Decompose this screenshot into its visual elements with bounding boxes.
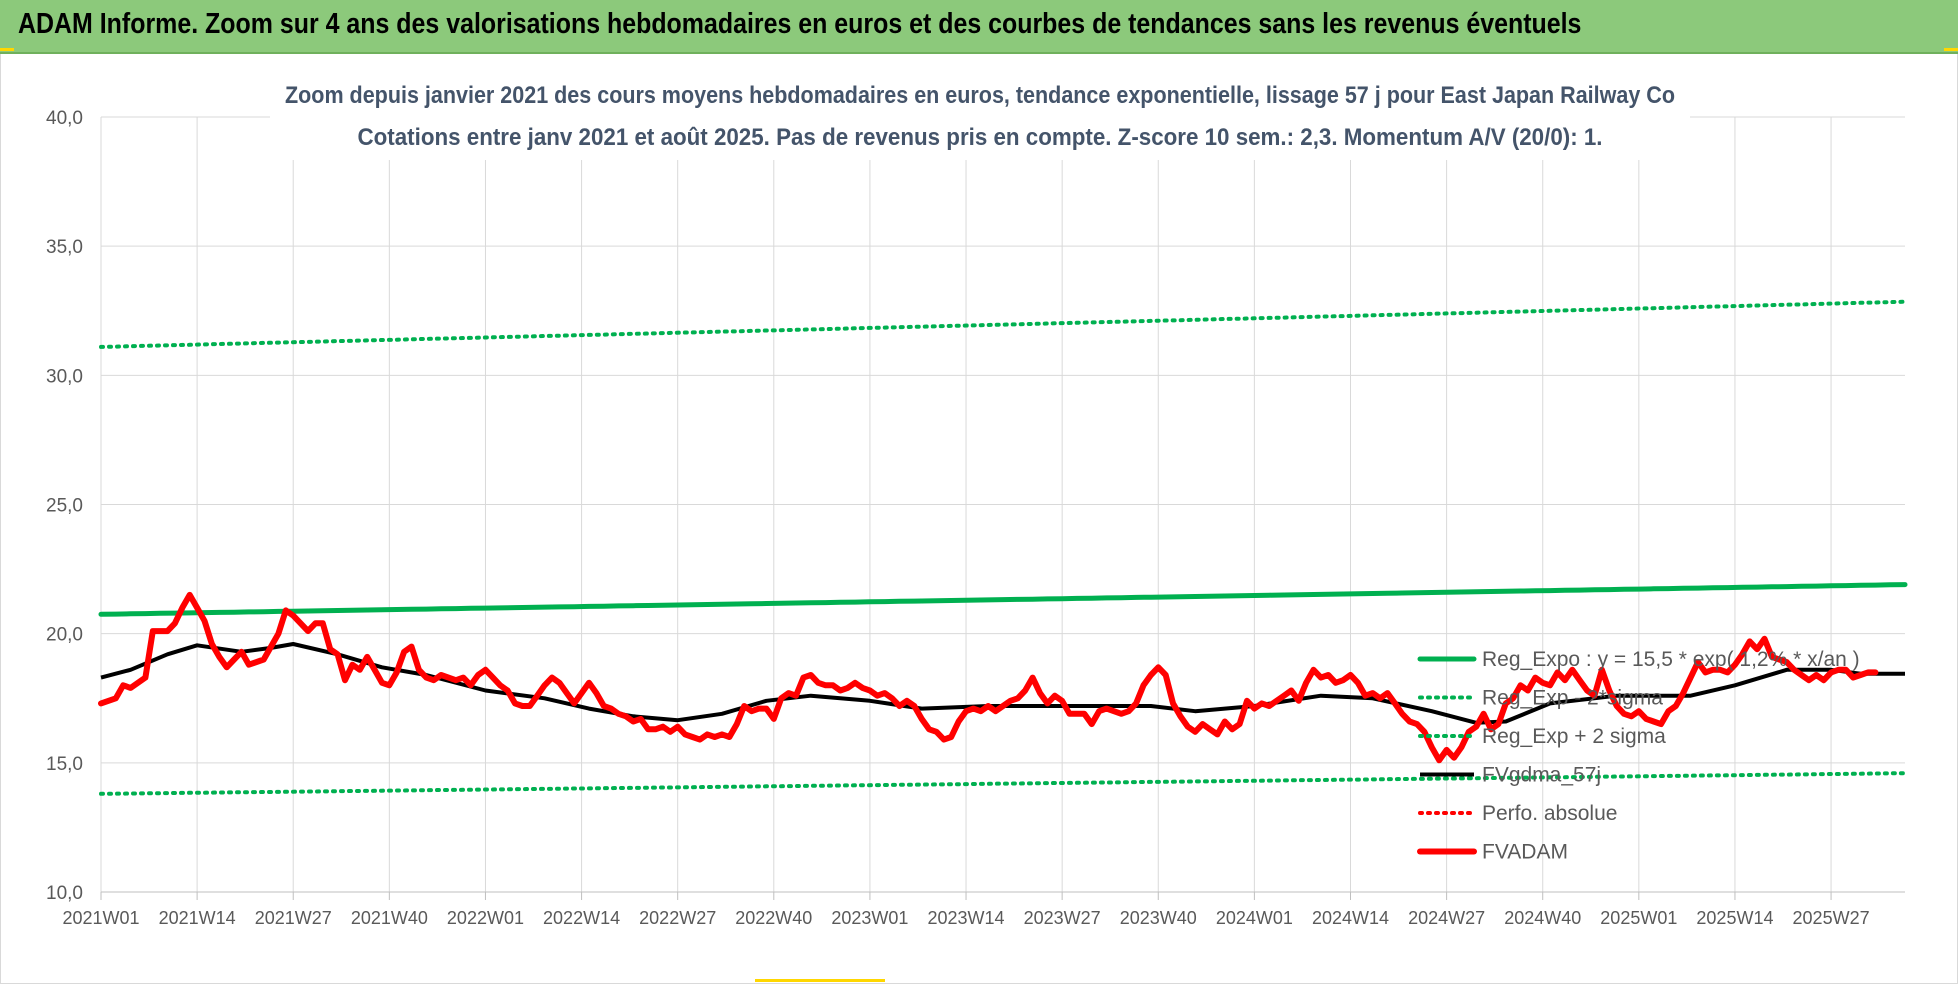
x-tick-label: 2024W40 — [1504, 908, 1581, 928]
title-layer: Zoom depuis janvier 2021 des cours moyen… — [270, 74, 1690, 160]
x-tick-label: 2025W27 — [1793, 908, 1870, 928]
x-tick-label: 2025W14 — [1696, 908, 1773, 928]
x-tick-label: 2024W01 — [1216, 908, 1293, 928]
header-bar: ADAM Informe. Zoom sur 4 ans des valoris… — [0, 0, 1958, 54]
x-tick-label: 2022W01 — [447, 908, 524, 928]
legend-label: Perfo. absolue — [1482, 802, 1617, 825]
x-tick-label: 2021W14 — [159, 908, 236, 928]
legend-label: Reg_Exp + 2 sigma — [1482, 725, 1666, 748]
y-tick-label: 40,0 — [46, 108, 83, 129]
chart: 10,0 15,0 20,0 25,0 30,0 35,0 40,0 2021W01 2021W… — [46, 74, 1908, 928]
legend: Reg_Expo : y = 15,5 * exp( 1,2% * x/an )… — [1417, 648, 1860, 864]
series-line-2 — [99, 299, 1907, 349]
series-line-0 — [98, 582, 1908, 617]
series-line-1 — [99, 771, 1907, 796]
y-tick-label: 10,0 — [46, 883, 83, 904]
legend-label: FVgdma_57j — [1482, 764, 1601, 787]
corner-marker-top-left — [0, 48, 14, 51]
y-tick-label: 15,0 — [46, 754, 83, 775]
x-tick-label: 2022W14 — [543, 908, 620, 928]
page-title: ADAM Informe. Zoom sur 4 ans des valoris… — [18, 8, 1582, 40]
x-tick-label: 2022W40 — [735, 908, 812, 928]
y-tick-label: 20,0 — [46, 625, 83, 646]
grid-layer — [100, 116, 1905, 893]
legend-label: Reg_Expo : y = 15,5 * exp( 1,2% * x/an ) — [1482, 648, 1860, 671]
y-tick-label: 35,0 — [46, 237, 83, 258]
axis-layer: 10,0 15,0 20,0 25,0 30,0 35,0 40,0 2021W01 2021W… — [46, 108, 1905, 928]
x-tick-label: 2023W27 — [1024, 908, 1101, 928]
corner-marker-bottom — [755, 979, 885, 982]
x-tick-label: 2023W14 — [928, 908, 1005, 928]
chart-subtitle: Cotations entre janv 2021 et août 2025. … — [358, 124, 1603, 151]
legend-label: Reg_Exp - 2*sigma — [1482, 687, 1663, 710]
x-tick-label: 2021W27 — [255, 908, 332, 928]
x-tick-label: 2023W01 — [831, 908, 908, 928]
x-tick-label: 2024W14 — [1312, 908, 1389, 928]
series-layer — [98, 299, 1908, 796]
x-tick-label: 2021W40 — [351, 908, 428, 928]
y-tick-label: 25,0 — [46, 496, 83, 517]
legend-label: FVADAM — [1482, 841, 1568, 864]
y-tick-label: 30,0 — [46, 366, 83, 387]
chart-title: Zoom depuis janvier 2021 des cours moyen… — [285, 82, 1675, 109]
x-tick-label: 2022W27 — [639, 908, 716, 928]
x-tick-label: 2023W40 — [1120, 908, 1197, 928]
corner-marker-top-right — [1944, 48, 1958, 51]
x-tick-label: 2021W01 — [62, 908, 139, 928]
x-tick-label: 2024W27 — [1408, 908, 1485, 928]
x-tick-label: 2025W01 — [1600, 908, 1677, 928]
series-line-5 — [98, 591, 1879, 764]
